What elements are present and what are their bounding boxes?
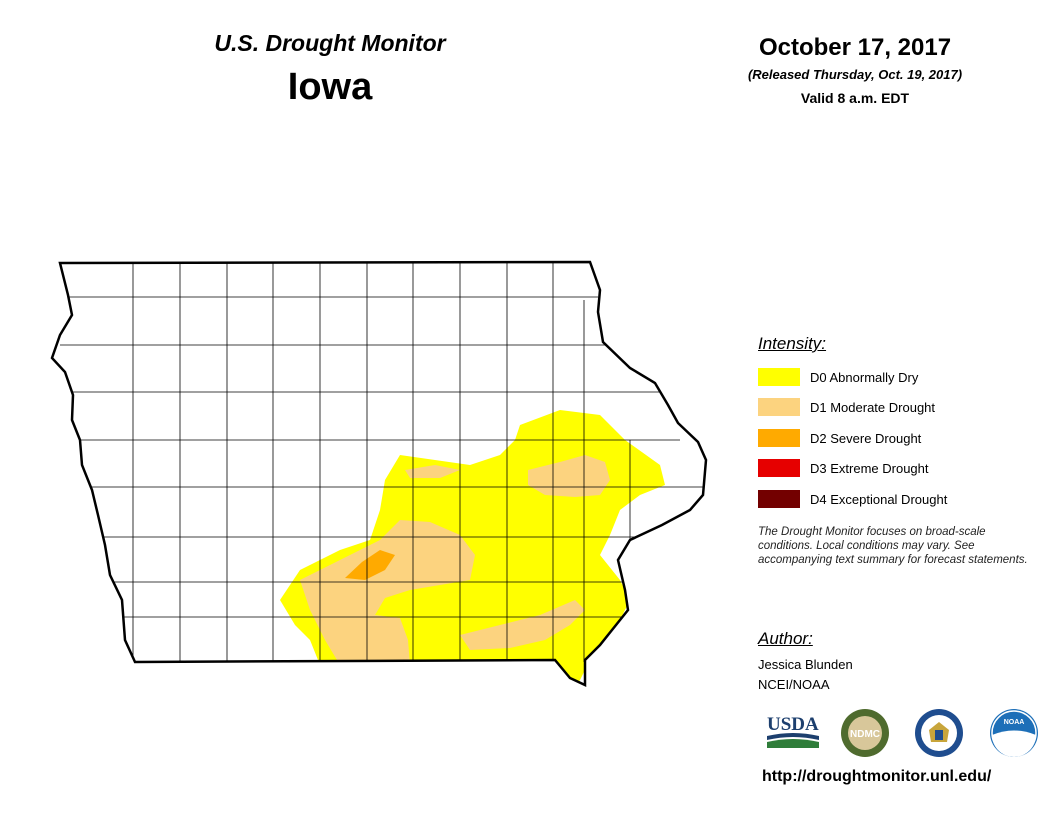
legend-swatch-d3 <box>758 459 800 477</box>
ndmc-logo: NDMC <box>840 708 890 758</box>
legend-label-d0: D0 Abnormally Dry <box>810 369 919 385</box>
author-heading: Author: <box>758 629 813 648</box>
legend-item-d0: D0 Abnormally Dry <box>758 367 918 387</box>
iowa-drought-map <box>50 260 708 687</box>
d2-severe-drought-area <box>345 550 395 580</box>
legend-swatch-d0 <box>758 368 800 386</box>
commerce-seal-icon <box>914 708 964 758</box>
svg-text:USDA: USDA <box>767 714 819 735</box>
legend-title: Intensity: <box>758 334 827 353</box>
usda-logo: USDA <box>765 712 821 752</box>
legend-label-d1: D1 Moderate Drought <box>810 399 936 415</box>
website-url[interactable]: http://droughtmonitor.unl.edu/ <box>762 768 992 785</box>
map-title: U.S. Drought Monitor <box>214 30 446 56</box>
iowa-state-outline <box>50 260 708 687</box>
legend-item-d3: D3 Extreme Drought <box>758 458 929 478</box>
map-date: October 17, 2017 <box>758 34 952 61</box>
noaa-logo: NOAA <box>989 708 1039 758</box>
svg-text:NOAA: NOAA <box>1004 719 1025 726</box>
legend-label-d4: D4 Exceptional Drought <box>810 491 948 507</box>
legend-swatch-d1 <box>758 398 800 416</box>
legend-swatch-d4 <box>758 490 800 508</box>
d1-moderate-drought-area-west <box>300 520 475 665</box>
author-name: Jessica Blunden <box>758 657 853 672</box>
legend-item-d2: D2 Severe Drought <box>758 428 921 448</box>
valid-time: Valid 8 a.m. EDT <box>800 90 910 106</box>
legend-label-d2: D2 Severe Drought <box>810 430 922 446</box>
svg-text:NDMC: NDMC <box>850 729 880 740</box>
legend-swatch-d2 <box>758 429 800 447</box>
author-organization: NCEI/NOAA <box>758 677 830 692</box>
d1-moderate-drought-area-north <box>405 465 460 478</box>
legend-item-d1: D1 Moderate Drought <box>758 397 935 417</box>
release-date: (Released Thursday, Oct. 19, 2017) <box>747 67 963 82</box>
d1-moderate-drought-area-southeast <box>460 600 585 650</box>
disclaimer-note: The Drought Monitor focuses on broad-sca… <box>758 526 1028 566</box>
legend-label-d3: D3 Extreme Drought <box>810 460 929 476</box>
county-boundaries <box>60 263 706 662</box>
d1-moderate-drought-area-east <box>528 455 610 497</box>
state-name: Iowa <box>287 66 373 108</box>
legend-item-d4: D4 Exceptional Drought <box>758 489 947 509</box>
